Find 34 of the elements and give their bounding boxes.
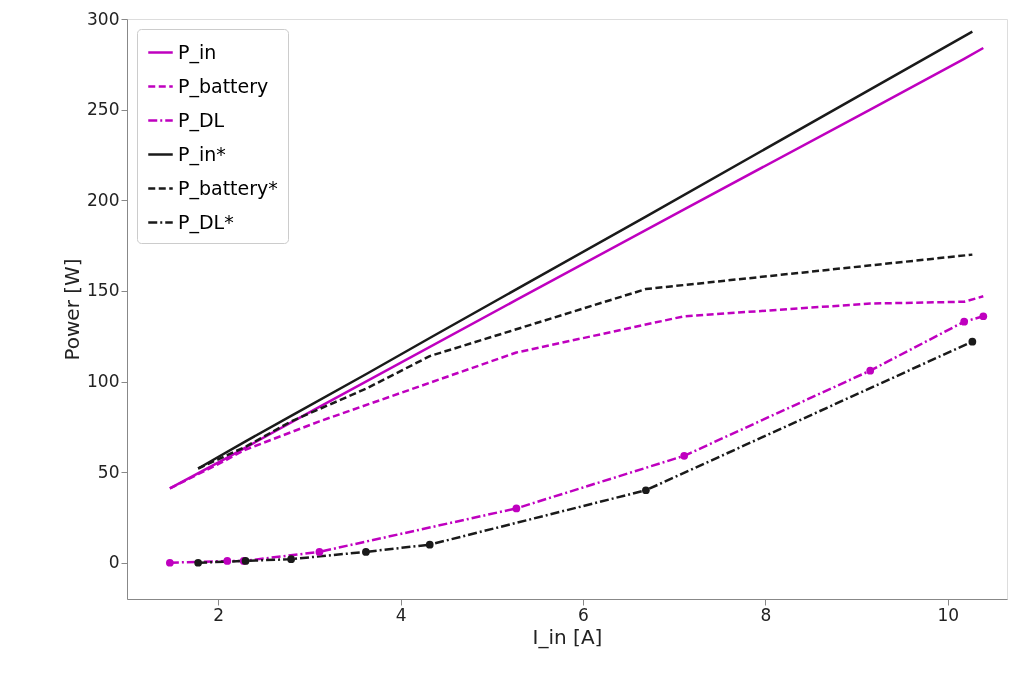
point xyxy=(968,337,977,346)
point xyxy=(165,558,174,567)
legend-label: P_battery* xyxy=(178,176,278,200)
point xyxy=(362,548,370,556)
legend-label: P_DL* xyxy=(178,210,234,234)
y-tick-label: 50 xyxy=(97,461,120,482)
x-tick-label: 4 xyxy=(395,604,407,625)
x-tick-label: 2 xyxy=(213,604,225,625)
point xyxy=(223,557,232,565)
point xyxy=(425,540,434,549)
point xyxy=(315,548,324,556)
point xyxy=(642,486,650,495)
y-tick-label: 200 xyxy=(87,189,120,210)
point xyxy=(866,366,875,375)
point xyxy=(960,317,969,326)
legend-label: P_in xyxy=(178,40,217,64)
y-axis-title: Power [W] xyxy=(60,258,85,361)
legend-label: P_DL xyxy=(178,108,225,132)
y-tick-label: 300 xyxy=(87,8,120,29)
x-tick-label: 8 xyxy=(760,604,772,625)
y-tick-label: 250 xyxy=(87,99,120,120)
y-tick-label: 100 xyxy=(87,371,120,391)
point xyxy=(979,312,988,321)
x-tick-label: 6 xyxy=(578,604,589,625)
y-tick-label: 150 xyxy=(87,280,120,301)
point xyxy=(680,451,689,460)
point xyxy=(194,558,202,567)
point xyxy=(287,555,296,563)
x-tick-label: 10 xyxy=(937,604,960,625)
legend-label: P_in* xyxy=(178,142,226,166)
legend-label: P_battery xyxy=(178,74,269,98)
x-axis-title: I_in [A] xyxy=(532,624,603,649)
point xyxy=(512,504,521,513)
y-tick-label: 0 xyxy=(108,552,120,573)
